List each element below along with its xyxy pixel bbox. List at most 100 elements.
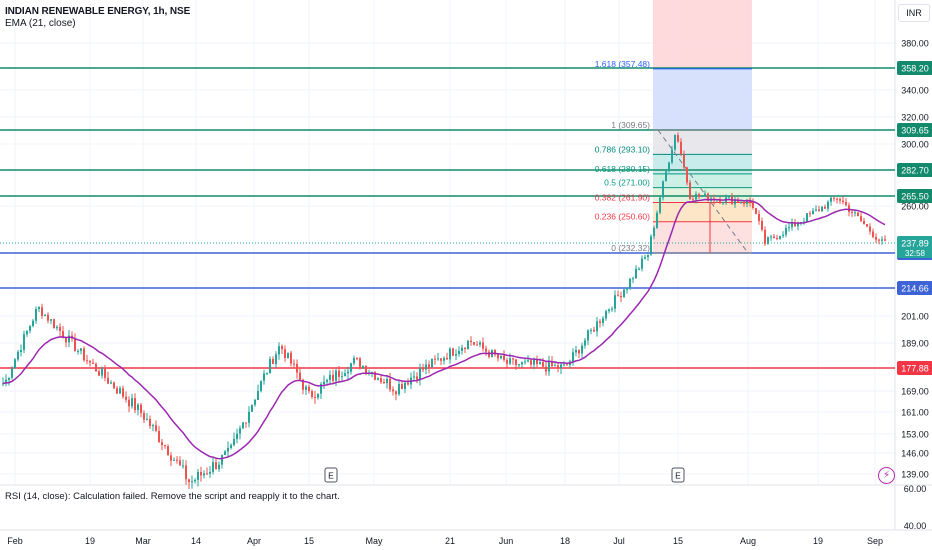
candle-body [251,404,253,412]
candle-body [863,221,865,225]
candle-body [44,314,46,317]
candle-body [515,359,517,365]
currency-button[interactable]: INR [898,4,930,22]
candle-body [566,364,568,366]
candle-body [200,471,202,476]
candle-body [107,377,109,384]
time-tick-label[interactable]: Jun [499,536,514,546]
candle-body [545,366,547,372]
candle-body [347,371,349,374]
candle-body [65,337,67,343]
candle-body [341,376,343,378]
earnings-badge[interactable] [671,467,685,483]
candle-body [29,326,31,331]
time-tick-label[interactable]: May [365,536,383,546]
candle-body [527,360,529,362]
price-axis[interactable]: 358.20309.65282.70265.50232.32214.66177.… [897,39,932,532]
fib-band [653,130,752,155]
candle-body [338,370,340,377]
candle-body [737,200,739,203]
candle-body [74,338,76,352]
candle-body [839,199,841,201]
candle-body [353,357,355,364]
candle-body [689,182,691,200]
candle-body [734,200,736,205]
fib-level-label: 0 (232.32) [611,243,650,253]
time-tick-label[interactable]: 19 [85,536,95,546]
candle-body [110,382,112,384]
candle-body [287,352,289,359]
candle-body [578,349,580,354]
candle-body [308,386,310,392]
time-tick-label[interactable]: 19 [813,536,823,546]
time-tick-label[interactable]: Mar [135,536,151,546]
candle-body [32,320,34,327]
candles [2,132,886,490]
fib-boxes [653,0,752,253]
fib-level-label: 0.382 (261.90) [595,193,650,203]
time-tick-label[interactable]: Jul [613,536,625,546]
horizontal-lines[interactable] [0,67,895,369]
candle-body [239,428,241,434]
fib-band [653,202,752,222]
candle-body [113,382,115,389]
candle-body [821,206,823,212]
candle-body [77,350,79,352]
candle-body [257,391,259,400]
time-axis[interactable]: Feb 19 Mar 14 Apr 15 May 21 Jun 18 Jul 15 Aug 19 Sep [7,536,883,546]
earnings-badge[interactable] [324,467,338,483]
time-tick-label[interactable]: Sep [867,536,883,546]
candle-body [662,181,664,198]
candle-body [440,358,442,361]
candle-body [197,471,199,480]
price-line-label: 177.88 [901,364,929,374]
candle-body [755,208,757,214]
price-tick-label: 320.00 [901,113,929,123]
fib-trend-line [657,129,749,254]
candle-body [620,296,622,298]
time-tick-label[interactable]: 14 [191,536,201,546]
candle-body [602,318,604,323]
candle-body [206,473,208,475]
candle-body [704,193,706,197]
candle-body [656,212,658,228]
candle-body [218,464,220,470]
fib-level-label: 0.236 (250.60) [595,212,650,222]
indicator-label[interactable]: EMA (21, close) [5,18,76,29]
candle-body [872,231,874,238]
time-tick-label[interactable]: Aug [740,536,756,546]
lightning-icon[interactable]: ⚡ [878,467,895,484]
fibonacci-retracement[interactable]: 1.618 (357.48) 1 (309.65) 0.786 (293.10) 0.… [595,59,752,254]
fib-band [653,221,752,253]
candle-body [323,381,325,385]
candle-body [581,345,583,354]
price-line-label: 309.65 [901,126,929,136]
candle-body [560,364,562,369]
time-tick-label[interactable]: 15 [673,536,683,546]
candle-body [143,413,145,420]
candle-body [293,363,295,365]
candle-body [875,237,877,240]
chart-grid [0,0,932,531]
candle-body [626,287,628,290]
candle-body [452,348,454,356]
candle-body [404,382,406,389]
fib-level-label: 0.5 (271.00) [604,178,650,188]
candle-body [707,193,709,201]
time-tick-label[interactable]: 15 [304,536,314,546]
time-tick-label[interactable]: 21 [445,536,455,546]
price-line-label: 214.66 [901,284,929,294]
time-tick-label[interactable]: Feb [7,536,23,546]
price-line-label: 358.20 [901,64,929,74]
candle-body [23,334,25,350]
candle-body [554,365,556,367]
time-tick-label[interactable]: Apr [247,536,261,546]
candle-body [212,462,214,472]
candle-body [344,373,346,377]
candle-body [179,460,181,466]
candle-body [458,350,460,354]
time-tick-label[interactable]: 18 [560,536,570,546]
candle-body [446,357,448,360]
